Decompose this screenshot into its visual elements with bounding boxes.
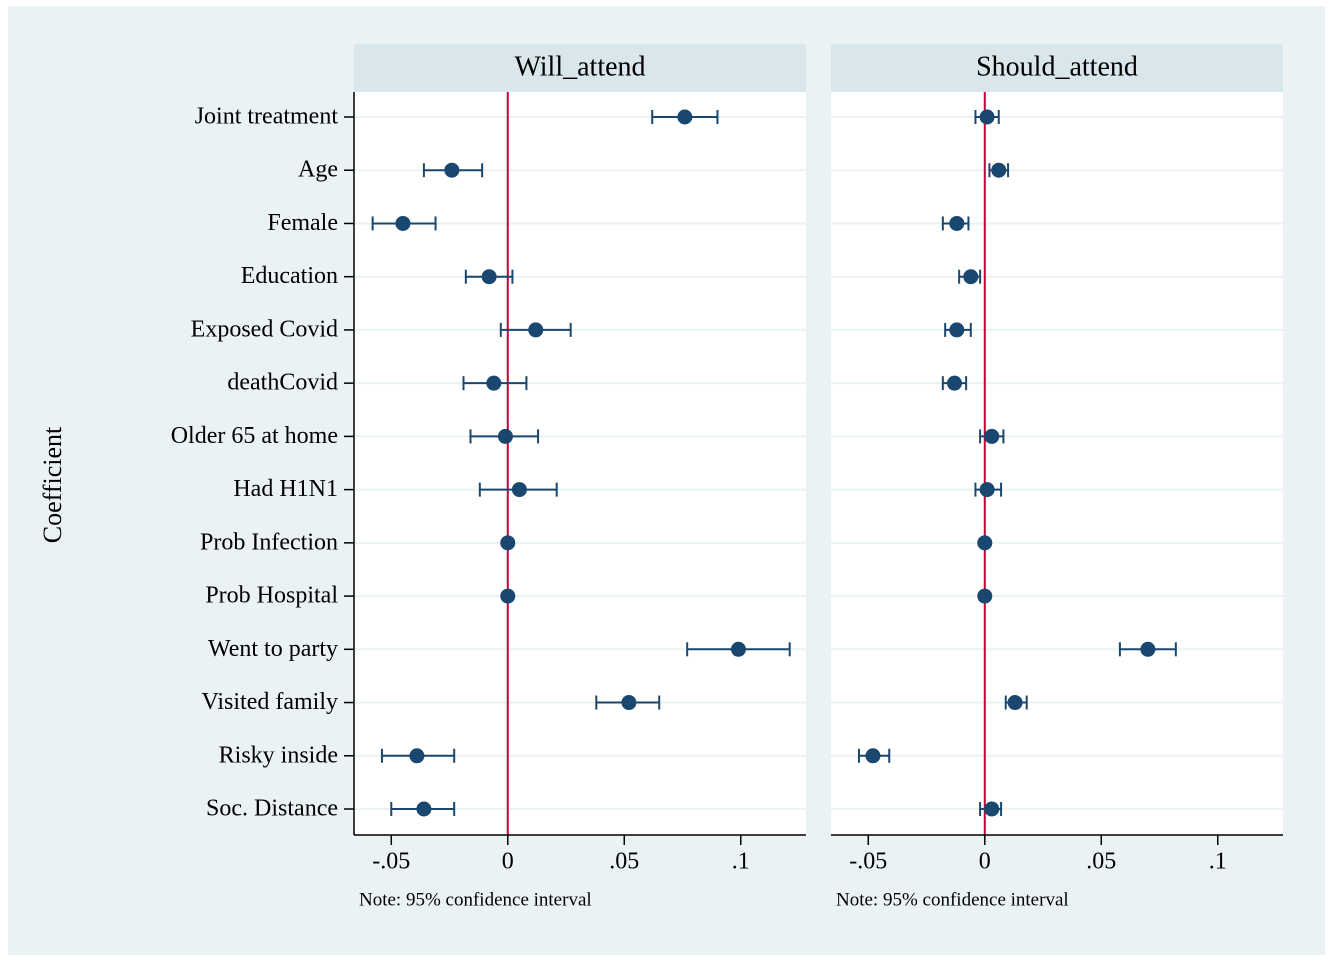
point [677,109,693,125]
panel-title: Will_attend [514,51,645,82]
plot-area [354,92,806,835]
point [984,801,1000,817]
point [991,162,1007,178]
panel-title: Should_attend [976,51,1138,82]
point [865,748,881,764]
y-tick-label: Went to party [208,636,338,662]
x-tick-label: -.05 [849,849,887,875]
y-tick-label: Soc. Distance [206,796,338,822]
point [486,375,502,391]
point [977,535,993,551]
point [949,215,965,231]
point [730,641,746,657]
point [444,162,460,178]
point [500,535,516,551]
point [1007,695,1023,711]
y-tick-label: Older 65 at home [171,423,338,449]
x-tick-label: .1 [1209,849,1227,875]
point [963,269,979,285]
y-tick-label: deathCovid [227,370,338,396]
point [481,269,497,285]
point [979,109,995,125]
point [984,428,1000,444]
point [500,588,516,604]
x-tick-label: .1 [732,849,750,875]
y-tick-label: Risky inside [219,742,338,768]
x-tick-label: .05 [609,849,639,875]
y-tick-label: Prob Hospital [205,583,338,609]
y-tick-label: Visited family [201,689,338,715]
x-tick-label: .05 [1086,849,1116,875]
point [979,482,995,498]
plot-area [831,92,1283,835]
point [949,322,965,338]
point [497,428,513,444]
point [977,588,993,604]
point [395,215,411,231]
point [416,801,432,817]
panel-note: Note: 95% confidence interval [359,889,592,910]
point [511,482,527,498]
x-tick-label: 0 [979,849,991,875]
panel-note: Note: 95% confidence interval [836,889,1069,910]
y-tick-label: Education [241,263,338,289]
panel-header [831,44,1283,92]
y-tick-label: Had H1N1 [233,476,338,502]
point [946,375,962,391]
y-tick-label: Prob Infection [200,529,338,555]
y-tick-label: Exposed Covid [191,316,338,342]
point [409,748,425,764]
panel-header [354,44,806,92]
y-tick-label: Age [298,157,338,183]
point [528,322,544,338]
y-tick-label: Female [267,210,338,236]
x-tick-label: -.05 [372,849,410,875]
y-tick-label: Joint treatment [195,104,339,130]
point [621,695,637,711]
x-tick-label: 0 [502,849,514,875]
point [1140,641,1156,657]
y-axis-label: Coefficient [38,426,67,543]
